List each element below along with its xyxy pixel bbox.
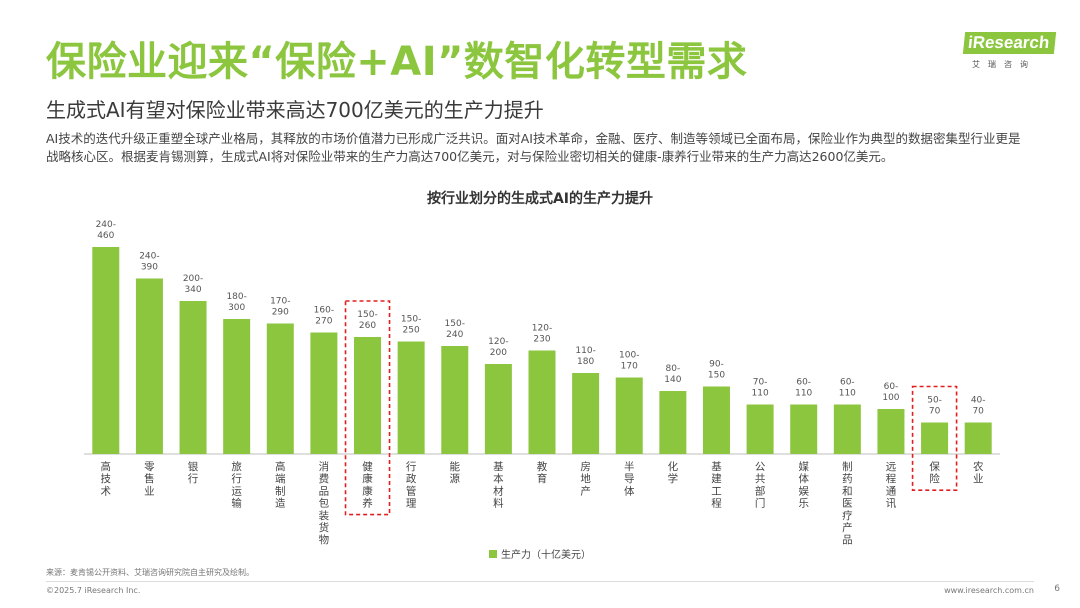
data-label-1: 240-390 — [139, 252, 159, 273]
data-label-12: 100-170 — [619, 351, 639, 372]
bar-19 — [921, 422, 949, 454]
category-label-6: 健康康养 — [362, 461, 373, 510]
category-label-20: 农业 — [973, 460, 984, 485]
bar-15 — [746, 404, 774, 454]
highlight-box-19 — [911, 385, 958, 491]
bar-0 — [92, 247, 120, 454]
data-label-11: 110-180 — [575, 346, 595, 367]
data-label-17: 60-110 — [839, 378, 856, 399]
category-label-0: 高技术 — [101, 460, 112, 497]
data-label-7: 150-250 — [401, 315, 421, 336]
category-label-2: 银行 — [188, 460, 199, 485]
bar-10 — [528, 350, 556, 454]
data-label-20: 40-70 — [971, 396, 986, 417]
highlight-box-6 — [344, 300, 391, 516]
website: www.iresearch.com.cn — [944, 586, 1034, 595]
category-label-10: 教育 — [537, 460, 548, 485]
category-label-18: 远程通讯 — [886, 461, 897, 510]
category-label-15: 公共部门 — [755, 461, 766, 510]
bar-11 — [572, 373, 600, 454]
category-label-16: 媒体娱乐 — [798, 460, 809, 510]
bar-14 — [702, 386, 730, 454]
data-label-16: 60-110 — [795, 378, 812, 399]
bar-8 — [441, 346, 469, 454]
category-label-8: 能源 — [450, 460, 461, 485]
category-label-4: 高端制造 — [275, 460, 286, 510]
bar-18 — [877, 409, 905, 454]
data-label-9: 120-200 — [488, 337, 508, 358]
data-label-6: 150-260 — [357, 310, 377, 331]
bar-4 — [266, 323, 294, 454]
category-label-9: 基本材料 — [493, 460, 504, 510]
category-label-17: 制药和医疗产品 — [842, 460, 853, 546]
category-label-12: 半导体 — [624, 460, 635, 497]
category-label-11: 房地产 — [580, 460, 591, 497]
data-label-18: 60-100 — [882, 382, 899, 403]
data-label-14: 90-150 — [708, 360, 725, 381]
data-label-15: 70-110 — [752, 378, 769, 399]
bar-3 — [223, 319, 251, 454]
footer-divider — [46, 581, 1034, 582]
chart-title: 按行业划分的生成式AI的生产力提升 — [426, 191, 654, 207]
bar-2 — [179, 301, 207, 454]
bar-20 — [964, 422, 992, 454]
source-note: 来源：麦肯锡公开资料、艾瑞咨询研究院自主研究及绘制。 — [46, 568, 254, 577]
bar-1 — [135, 278, 163, 454]
category-label-14: 基建工程 — [711, 460, 722, 510]
bar-13 — [659, 391, 687, 454]
bar-5 — [310, 332, 338, 454]
bar-16 — [790, 404, 818, 454]
page-number: 6 — [1054, 584, 1060, 594]
logo-subtitle: 艾瑞咨询 — [972, 60, 1036, 69]
category-label-7: 行政管理 — [406, 460, 417, 510]
data-label-8: 150-240 — [445, 319, 465, 340]
data-label-13: 80-140 — [664, 364, 681, 385]
legend-swatch — [489, 550, 497, 558]
category-label-19: 保险 — [929, 460, 940, 485]
category-label-13: 化学 — [668, 460, 679, 485]
bar-12 — [615, 377, 643, 454]
iresearch-logo: iResearch 艾瑞咨询 — [962, 28, 1057, 74]
bar-9 — [484, 364, 512, 454]
data-label-19: 50-70 — [927, 396, 942, 417]
copyright: ©2025.7 iResearch Inc. — [46, 586, 141, 595]
bar-7 — [397, 341, 425, 454]
data-label-0: 240-460 — [96, 220, 116, 241]
page-title: 保险业迎来“保险+AI”数智化转型需求 — [46, 39, 748, 85]
bar-17 — [833, 404, 861, 454]
page-subtitle: 生成式AI有望对保险业带来高达700亿美元的生产力提升 — [46, 98, 544, 122]
bar-6 — [354, 337, 382, 454]
data-label-4: 170-290 — [270, 297, 290, 318]
data-label-3: 180-300 — [226, 292, 246, 313]
data-label-10: 120-230 — [532, 324, 552, 345]
category-label-3: 旅行运输 — [231, 460, 242, 510]
category-label-5: 消费品包装货物 — [319, 460, 330, 546]
data-label-2: 200-340 — [183, 274, 203, 295]
data-label-5: 160-270 — [314, 306, 334, 327]
intro-paragraph: AI技术的迭代升级正重塑全球产业格局，其释放的市场价值潜力已形成广泛共识。面对A… — [46, 131, 1021, 164]
category-label-1: 零售业 — [144, 461, 155, 497]
legend-label: 生产力（十亿美元） — [501, 548, 591, 561]
